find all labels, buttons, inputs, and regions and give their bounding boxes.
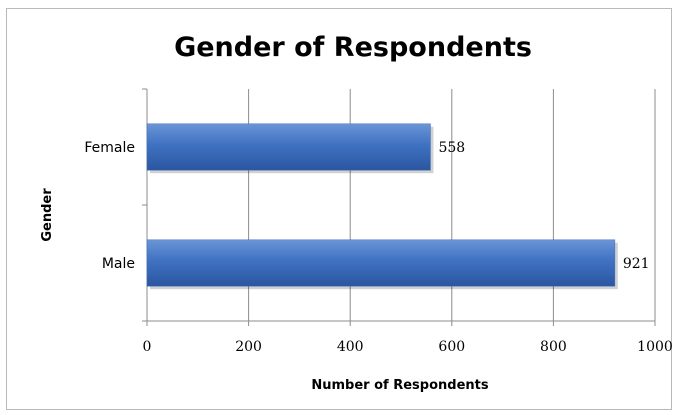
bar-male — [146, 239, 616, 287]
x-tick-label: 400 — [337, 339, 364, 355]
category-label: Male — [102, 256, 135, 272]
x-tick-label: 1000 — [637, 339, 673, 355]
bar-chart: Gender of Respondents 0 200 400 600 800 1000 F… — [40, 32, 673, 393]
bars — [146, 123, 618, 290]
x-tick-label: 800 — [540, 339, 567, 355]
x-tick-label: 600 — [438, 339, 465, 355]
labels: 0 200 400 600 800 1000 Female 558 Male 921 — [84, 140, 672, 355]
x-tick-label: 200 — [235, 339, 262, 355]
data-label: 558 — [438, 140, 465, 156]
x-tick-label: 0 — [143, 339, 152, 355]
chart-title: Gender of Respondents — [174, 32, 532, 63]
data-label: 921 — [623, 256, 650, 272]
chart-area: Gender of Respondents 0 200 400 600 800 1000 F… — [6, 8, 673, 410]
y-axis-title: Gender — [40, 188, 55, 242]
category-label: Female — [84, 140, 135, 156]
bar-female — [146, 123, 431, 171]
x-axis-title: Number of Respondents — [311, 378, 489, 393]
